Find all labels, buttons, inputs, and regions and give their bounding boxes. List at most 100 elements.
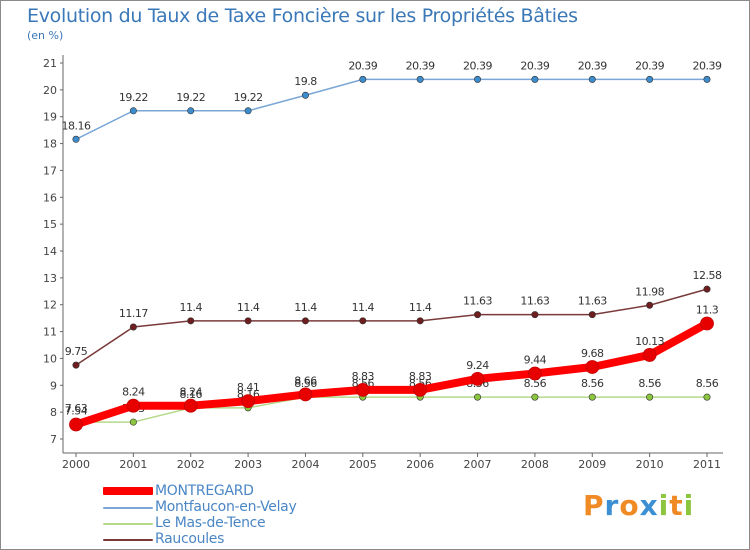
legend-label-le-mas-de-tence: Le Mas-de-Tence [155, 515, 266, 531]
x-tick-label: 2006 [406, 458, 434, 471]
data-label-montregard: 8.66 [294, 374, 317, 387]
x-tick-label: 2000 [62, 458, 90, 471]
data-label-montfaucon-en-velay: 20.39 [693, 59, 722, 72]
data-label-montfaucon-en-velay: 19.22 [234, 91, 263, 104]
series-line-montregard [72, 319, 711, 429]
chart-unit-label: (en %) [27, 29, 64, 42]
data-label-raucoules: 11.4 [179, 301, 202, 314]
data-label-montfaucon-en-velay: 20.39 [520, 59, 549, 72]
data-label-montregard: 8.41 [237, 381, 260, 394]
data-label-raucoules: 11.17 [119, 307, 148, 320]
x-tick-label: 2010 [636, 458, 664, 471]
y-tick-label: 16 [43, 191, 57, 204]
x-tick-label: 2002 [177, 458, 205, 471]
data-point-raucoules [703, 285, 711, 293]
data-label-raucoules: 9.75 [65, 345, 88, 358]
data-label-montfaucon-en-velay: 19.22 [119, 91, 148, 104]
data-point-montregard [355, 382, 370, 397]
data-point-raucoules [646, 301, 654, 309]
y-tick-label: 9 [50, 379, 57, 392]
data-label-raucoules: 11.63 [578, 295, 607, 308]
data-label-le-mas-de-tence: 8.56 [294, 377, 317, 390]
data-label-le-mas-de-tence: 7.63 [65, 402, 88, 415]
proxiti-logo: Proxiti [583, 489, 694, 522]
data-point-raucoules [474, 311, 482, 319]
y-tick-label: 20 [43, 84, 57, 97]
data-label-raucoules: 11.4 [294, 301, 317, 314]
data-point-montfaucon-en-velay [646, 75, 654, 83]
y-tick-label: 19 [43, 111, 57, 124]
x-tick-label: 2001 [119, 458, 147, 471]
data-label-montfaucon-en-velay: 20.39 [578, 59, 607, 72]
data-label-montregard: 9.24 [466, 359, 489, 372]
y-tick-label: 12 [43, 299, 57, 312]
data-label-raucoules: 11.4 [352, 301, 375, 314]
y-tick-label: 11 [43, 326, 57, 339]
data-point-le-mas-de-tence [129, 418, 137, 426]
data-point-montregard [413, 382, 428, 397]
data-point-montregard [585, 360, 600, 374]
data-point-raucoules [129, 323, 137, 331]
data-label-montfaucon-en-velay: 19.22 [176, 91, 205, 104]
data-label-montfaucon-en-velay: 18.16 [62, 119, 91, 132]
data-point-le-mas-de-tence [646, 393, 654, 401]
data-point-montregard [126, 398, 141, 413]
data-point-raucoules [301, 317, 309, 325]
data-point-montfaucon-en-velay [474, 75, 482, 83]
data-point-montregard [183, 398, 198, 413]
data-label-montregard: 8.83 [409, 370, 432, 383]
y-tick-label: 18 [43, 138, 57, 151]
x-tick-label: 2009 [578, 458, 606, 471]
data-point-montfaucon-en-velay [187, 107, 195, 115]
data-label-raucoules: 11.4 [409, 301, 432, 314]
data-label-montregard: 9.68 [581, 347, 604, 360]
y-tick-label: 7 [50, 433, 57, 446]
data-label-raucoules: 11.63 [463, 295, 492, 308]
data-point-montfaucon-en-velay [72, 135, 80, 143]
y-tick-label: 8 [50, 406, 57, 419]
data-label-montregard: 7.54 [65, 404, 88, 417]
x-tick-label: 2008 [521, 458, 549, 471]
legend-swatch-montfaucon [103, 507, 153, 509]
y-tick-label: 14 [43, 245, 57, 258]
data-label-raucoules: 12.58 [693, 269, 722, 282]
series-line-le-mas-de-tence [75, 396, 708, 423]
data-point-montfaucon-en-velay [359, 75, 367, 83]
data-point-le-mas-de-tence [588, 393, 596, 401]
data-point-le-mas-de-tence [531, 393, 539, 401]
data-label-le-mas-de-tence: 8.16 [179, 388, 202, 401]
data-point-montregard [69, 417, 83, 432]
data-label-montregard: 10.13 [635, 335, 664, 348]
logo-letter: o [619, 489, 640, 522]
data-label-raucoules: 11.63 [520, 295, 549, 308]
data-point-raucoules [244, 317, 252, 325]
legend-label-raucoules: Raucoules [155, 531, 225, 547]
legend-swatch-le-mas-de-tence [103, 523, 153, 525]
logo-letter: i [658, 489, 670, 522]
data-point-raucoules [531, 311, 539, 319]
series-line-raucoules [75, 288, 708, 366]
data-point-montfaucon-en-velay [129, 107, 137, 115]
y-tick-label: 13 [43, 272, 57, 285]
data-label-le-mas-de-tence: 8.56 [696, 377, 719, 390]
logo-letter: r [604, 489, 620, 522]
data-point-raucoules [416, 317, 424, 325]
series-line-montfaucon-en-velay [75, 78, 708, 141]
data-point-montregard [642, 348, 657, 362]
data-label-montregard: 8.83 [352, 370, 375, 383]
x-tick-label: 2003 [234, 458, 262, 471]
x-tick-label: 2005 [349, 458, 377, 471]
data-point-montregard [298, 387, 313, 402]
data-point-montregard [700, 316, 714, 331]
logo-letter: P [583, 489, 605, 522]
legend-swatch-montregard [103, 487, 153, 495]
logo-letter: x [639, 489, 659, 522]
logo-letter: t [669, 489, 684, 522]
data-label-montregard: 8.24 [179, 386, 202, 399]
data-point-montfaucon-en-velay [244, 107, 252, 115]
data-point-montregard [528, 366, 542, 381]
x-tick-label: 2004 [291, 458, 319, 471]
data-label-raucoules: 11.98 [635, 285, 664, 298]
data-label-montfaucon-en-velay: 20.39 [406, 59, 435, 72]
